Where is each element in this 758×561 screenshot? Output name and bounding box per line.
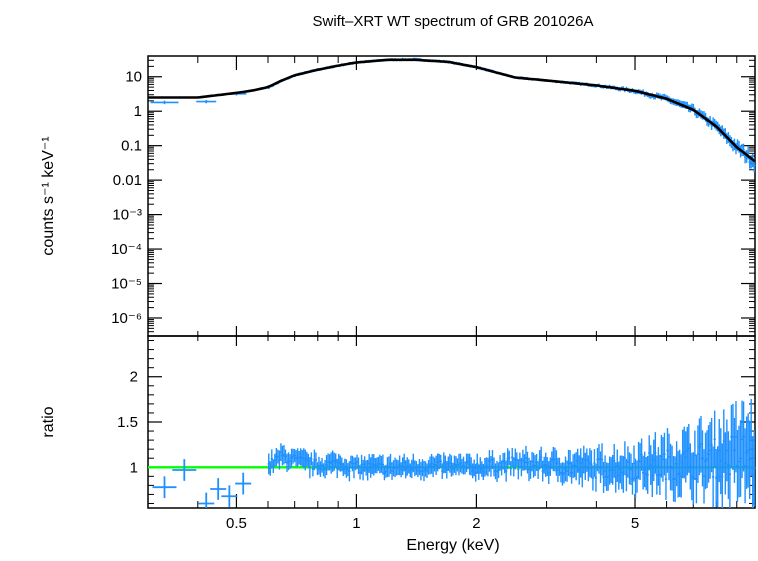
y-tick-label: 0.01 <box>113 172 142 189</box>
y-tick-label: 10 <box>125 69 142 86</box>
y-tick-label: 10⁻⁶ <box>111 310 142 327</box>
chart-title: Swift–XRT WT spectrum of GRB 201026A <box>313 13 594 30</box>
spectrum-panel: 10 1 0.1 0.01 10⁻³ 10⁻⁴ 10⁻⁵ 10⁻⁶ counts s⁻¹ ke… <box>40 55 756 337</box>
spectrum-model-line <box>148 58 756 163</box>
y-tick-label: 1 <box>130 459 138 476</box>
ratio-plot-frame <box>147 335 756 509</box>
y-tick-label: 10⁻⁴ <box>111 241 142 258</box>
spectrum-y-axis-label: counts s⁻¹ keV⁻¹ <box>40 136 57 255</box>
y-tick-label: 10⁻⁵ <box>111 276 142 293</box>
ratio-y-axis-label: ratio <box>40 406 57 437</box>
y-tick-label: 2 <box>130 369 138 386</box>
x-tick-label: 5 <box>631 515 639 532</box>
x-axis-label: Energy (keV) <box>406 537 499 554</box>
y-tick-label: 1 <box>134 103 142 120</box>
x-tick-label: 0.5 <box>226 515 247 532</box>
x-tick-label: 1 <box>352 515 360 532</box>
ratio-panel: 0.5 1 2 5 1 1.5 2 ratio Energy (keV) <box>40 326 756 554</box>
y-tick-label: 0.1 <box>121 138 142 155</box>
x-tick-label: 2 <box>472 515 480 532</box>
y-tick-label: 1.5 <box>117 414 138 431</box>
y-tick-label: 10⁻³ <box>112 207 142 224</box>
